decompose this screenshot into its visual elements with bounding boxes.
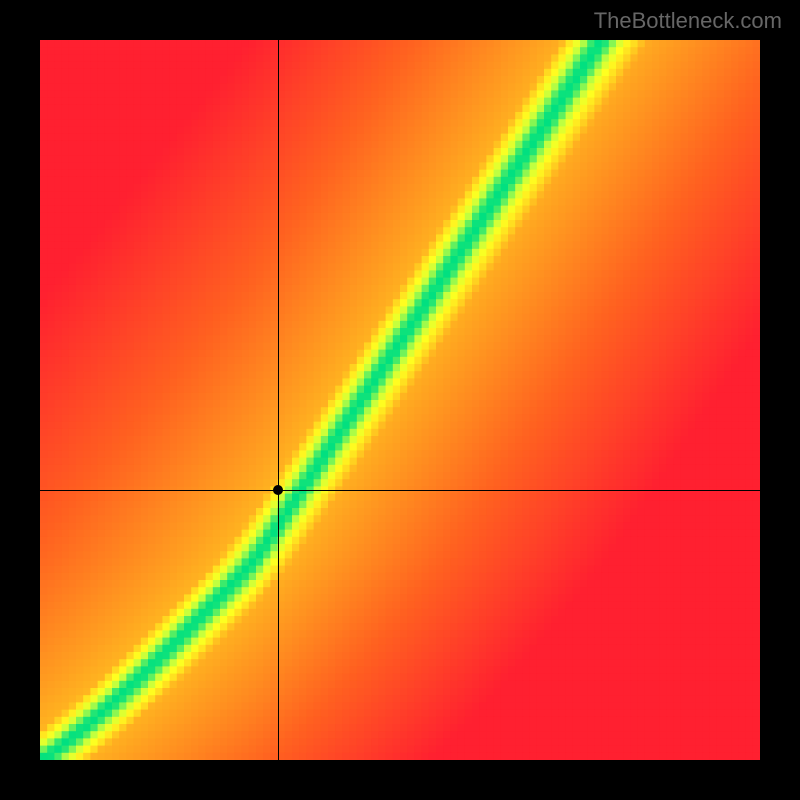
crosshair-horizontal — [40, 490, 760, 491]
heatmap-chart — [40, 40, 760, 760]
crosshair-vertical — [278, 40, 279, 760]
data-point-marker — [273, 485, 283, 495]
watermark-text: TheBottleneck.com — [594, 8, 782, 34]
heatmap-canvas — [40, 40, 760, 760]
